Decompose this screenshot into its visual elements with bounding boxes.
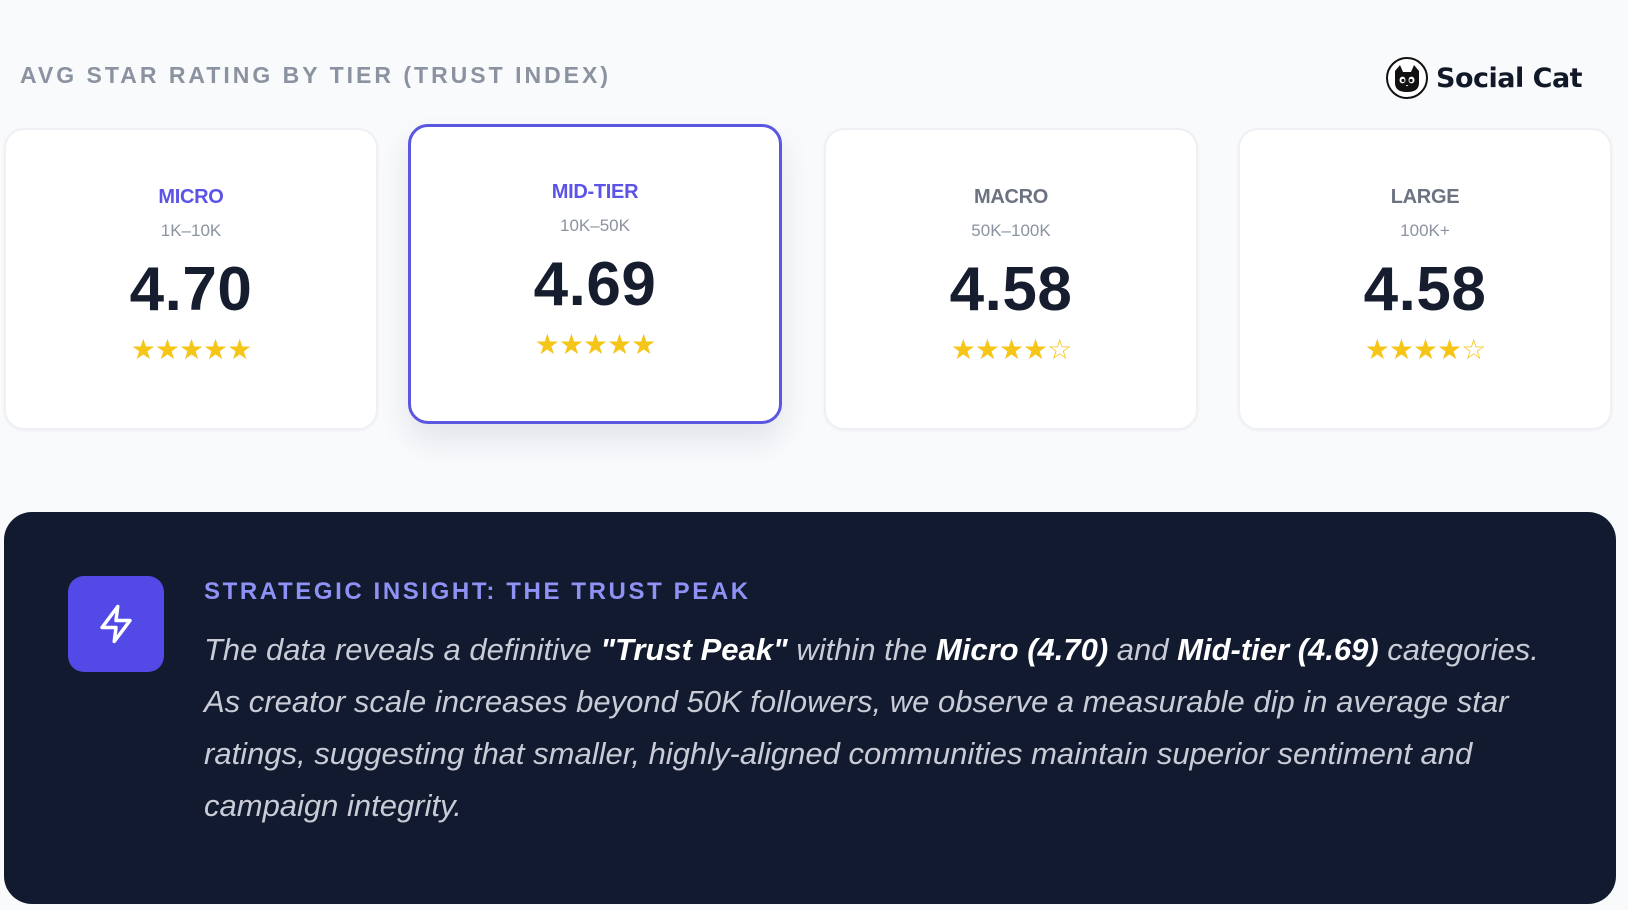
- insight-text-part: categories. As creator scale increases b…: [204, 632, 1539, 823]
- tier-range: 10K–50K: [560, 216, 630, 235]
- brand-logo[interactable]: Social Cat: [1386, 57, 1583, 99]
- tier-range: 50K–100K: [971, 221, 1051, 240]
- cat-logo-icon: [1386, 57, 1428, 99]
- star-full-icon: ★: [998, 333, 1024, 366]
- page-title: AVG STAR RATING BY TIER (TRUST INDEX): [20, 62, 612, 88]
- star-full-icon: ★: [974, 333, 1000, 366]
- tier-rating: 4.58: [949, 255, 1073, 324]
- star-full-icon: ★: [631, 328, 656, 361]
- star-full-icon: ★: [130, 333, 156, 366]
- tier-name: MACRO: [973, 186, 1049, 208]
- tier-rating: 4.69: [533, 250, 657, 319]
- tier-name: LARGE: [1390, 186, 1460, 208]
- insight-text-part: The data reveals a definitive: [204, 632, 601, 667]
- tier-card-micro[interactable]: MICRO 1K–10K 4.70 ★★★★★: [4, 128, 378, 430]
- star-full-icon: ★: [1364, 333, 1390, 366]
- insight-highlight: Micro (4.70): [935, 632, 1109, 667]
- star-full-icon: ★: [227, 333, 252, 366]
- tier-rating: 4.58: [1363, 255, 1487, 324]
- tier-range: 1K–10K: [160, 221, 222, 240]
- star-full-icon: ★: [154, 333, 180, 366]
- insight-text-part: within the: [787, 632, 936, 667]
- star-rating: ★★★★★: [411, 329, 779, 361]
- star-empty-icon: ☆: [1047, 333, 1072, 366]
- star-full-icon: ★: [1388, 333, 1414, 366]
- tier-card-large[interactable]: LARGE 100K+ 4.58 ★★★★☆: [1238, 128, 1612, 430]
- star-full-icon: ★: [607, 328, 632, 361]
- star-full-icon: ★: [1412, 333, 1438, 366]
- insight-highlight: "Trust Peak": [600, 632, 788, 667]
- star-empty-icon: ☆: [1461, 333, 1486, 366]
- tier-range: 100K+: [1400, 221, 1450, 240]
- star-rating: ★★★★☆: [1240, 334, 1610, 366]
- lightning-bolt-icon: [68, 576, 164, 672]
- tier-card-mid-tier[interactable]: MID-TIER 10K–50K 4.69 ★★★★★: [408, 124, 782, 424]
- brand-name: Social Cat: [1436, 62, 1583, 94]
- star-full-icon: ★: [1023, 333, 1048, 366]
- insight-text: The data reveals a definitive "Trust Pea…: [204, 624, 1544, 832]
- star-full-icon: ★: [582, 328, 608, 361]
- star-full-icon: ★: [534, 328, 560, 361]
- tier-name: MID-TIER: [551, 181, 639, 203]
- star-full-icon: ★: [178, 333, 204, 366]
- star-full-icon: ★: [1437, 333, 1462, 366]
- star-full-icon: ★: [203, 333, 228, 366]
- star-full-icon: ★: [950, 333, 976, 366]
- insight-text-part: and: [1108, 632, 1178, 667]
- tier-card-macro[interactable]: MACRO 50K–100K 4.58 ★★★★☆: [824, 128, 1198, 430]
- star-rating: ★★★★☆: [826, 334, 1196, 366]
- insight-panel: STRATEGIC INSIGHT: THE TRUST PEAK The da…: [4, 512, 1616, 904]
- tier-name: MICRO: [158, 186, 224, 208]
- star-full-icon: ★: [558, 328, 584, 361]
- insight-highlight: Mid-tier (4.69): [1177, 632, 1379, 667]
- tier-rating: 4.70: [129, 255, 253, 324]
- star-rating: ★★★★★: [6, 334, 376, 366]
- insight-heading: STRATEGIC INSIGHT: THE TRUST PEAK: [204, 578, 751, 605]
